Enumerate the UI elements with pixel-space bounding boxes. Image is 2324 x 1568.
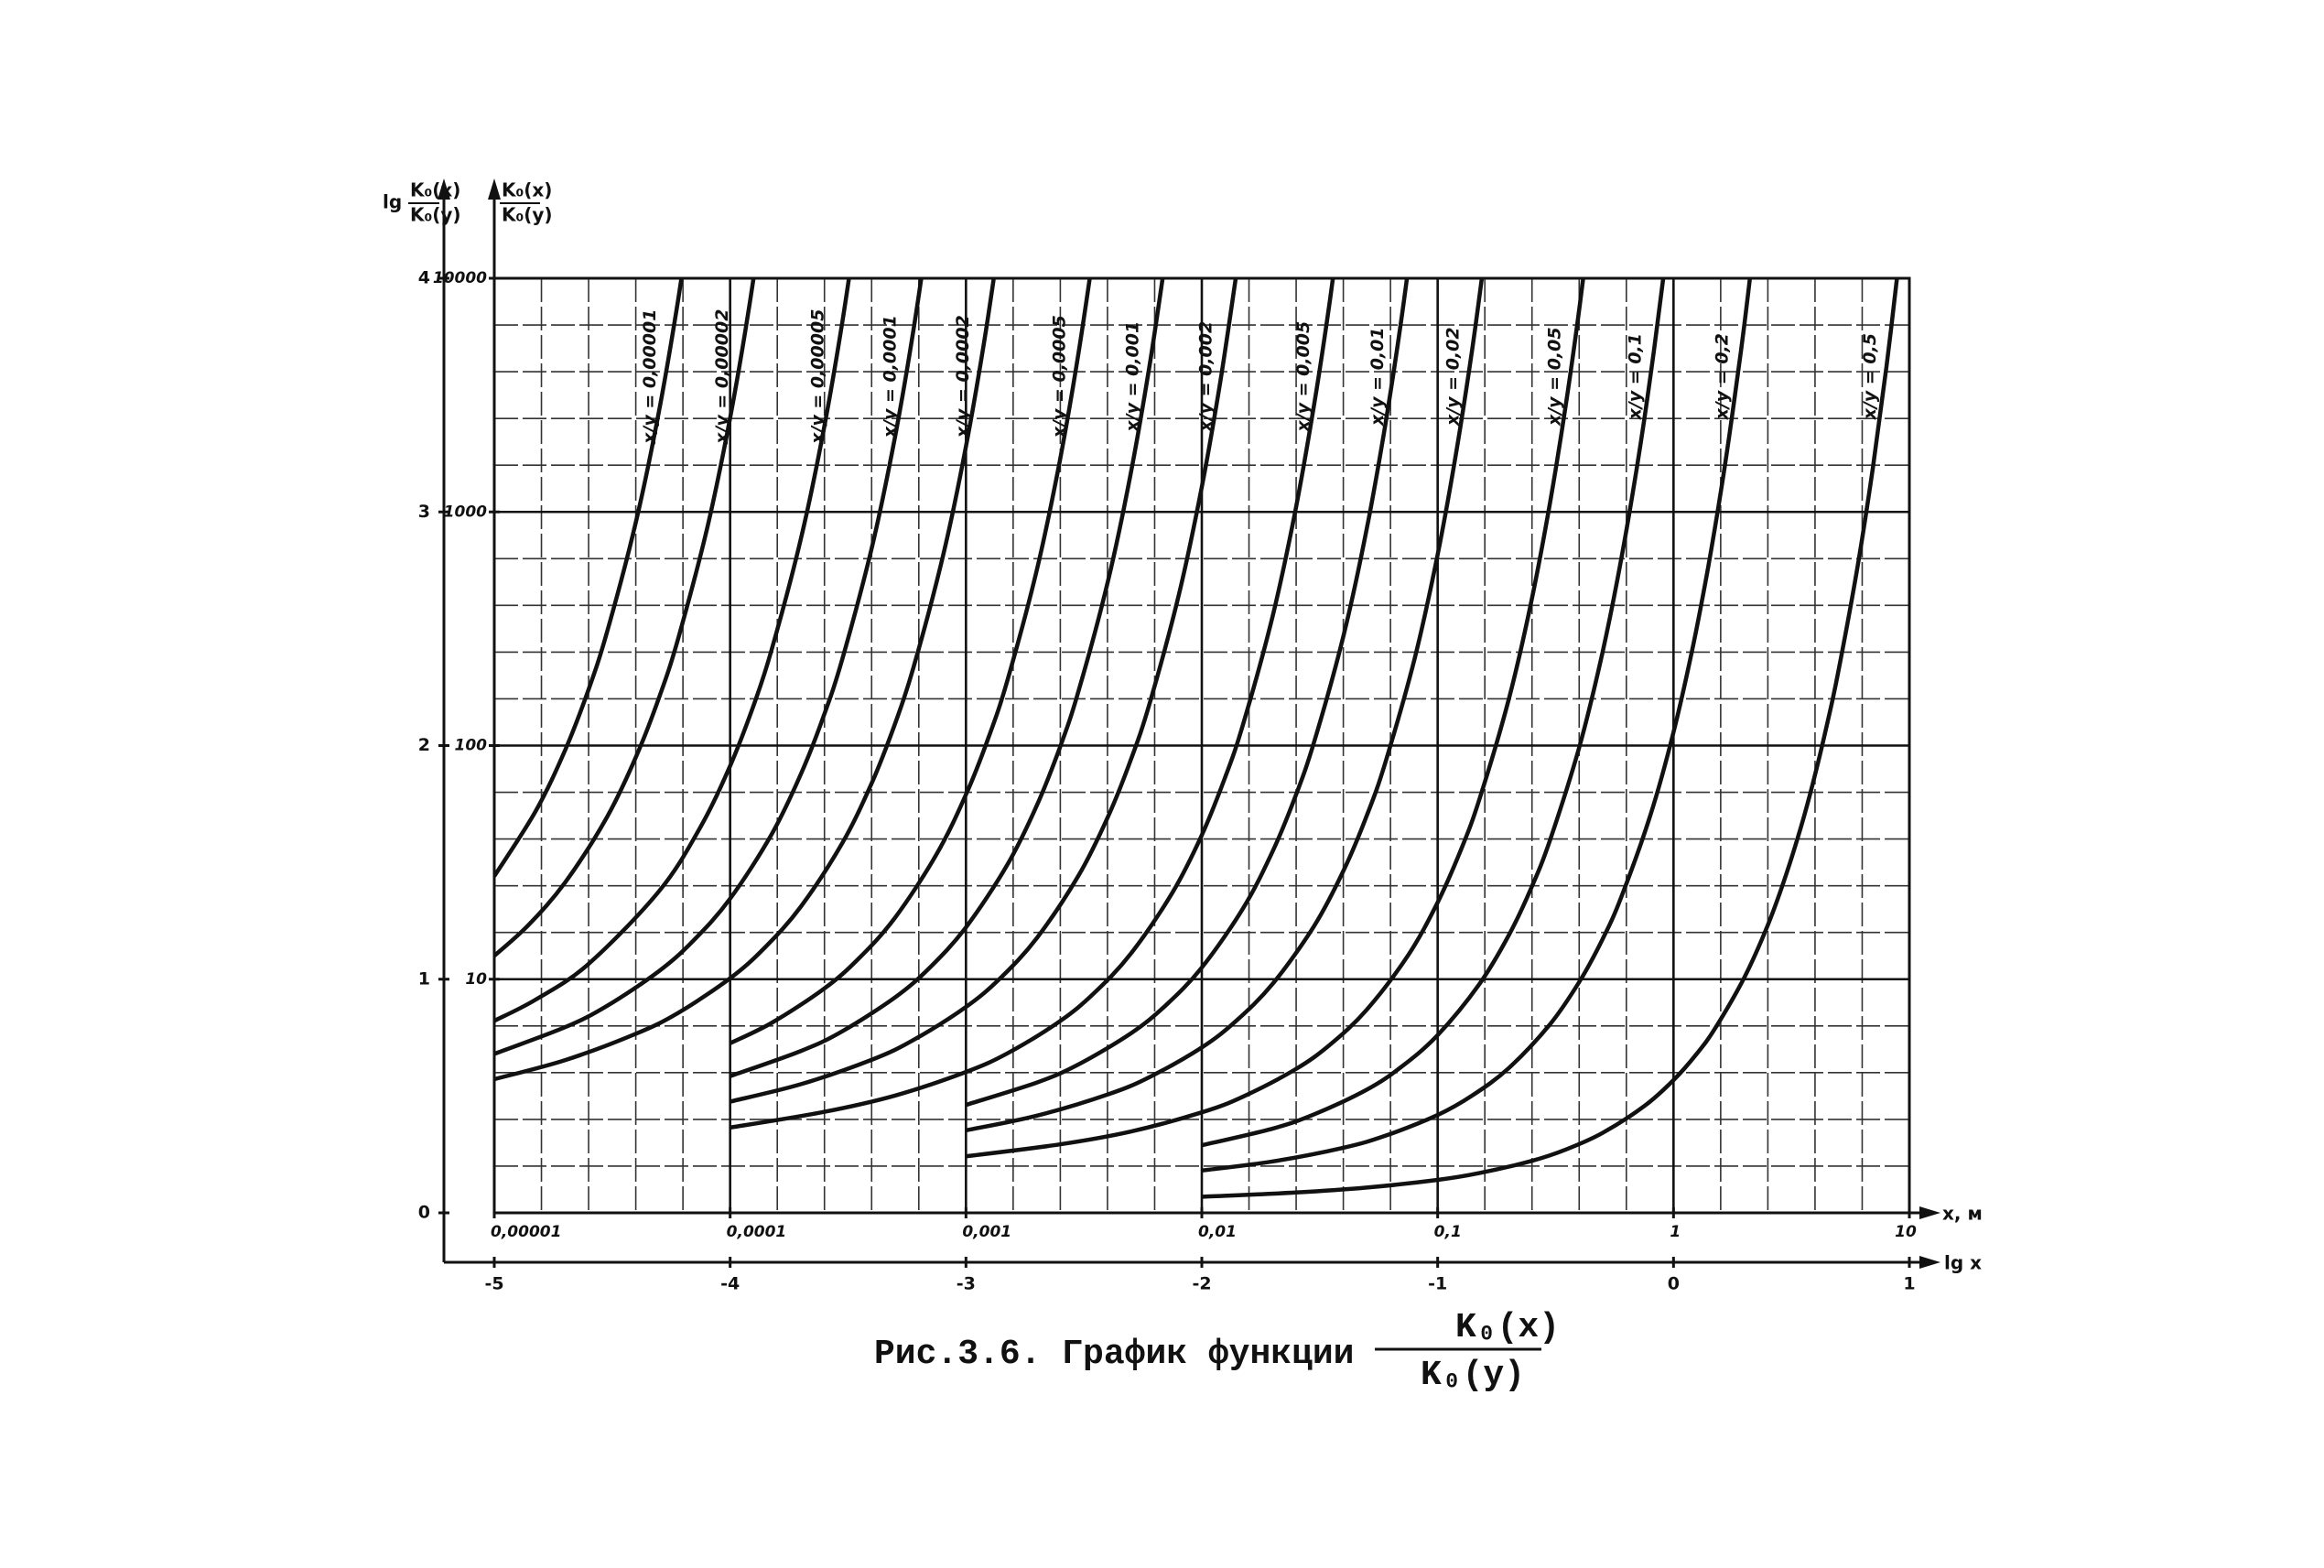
x-secondary-tick-label: 0,01 xyxy=(1198,1223,1237,1241)
curve-label: x/y = 0,02 xyxy=(1443,327,1463,427)
x2-label: lg x xyxy=(1944,1252,1982,1274)
x-tick-label: -4 xyxy=(720,1274,740,1294)
curve-label: x/y = 0,01 xyxy=(1367,327,1388,427)
x-label: x, м xyxy=(1942,1203,1983,1225)
arrow xyxy=(438,178,450,200)
curve xyxy=(494,278,924,1056)
curve xyxy=(1201,278,1899,1199)
curve xyxy=(966,278,1585,1159)
curve-label: x/y = 0,001 xyxy=(1122,321,1142,433)
curve-label: x/y = 0,002 xyxy=(1196,321,1216,433)
y2-label-denominator: K₀(y) xyxy=(502,204,553,226)
arrow xyxy=(1919,1256,1940,1269)
curve xyxy=(1201,278,1753,1173)
grid xyxy=(492,276,1911,1215)
curve-label: x/y = 0,00005 xyxy=(807,309,827,445)
curve-label: x/y = 0,1 xyxy=(1626,333,1646,420)
curve xyxy=(965,278,1410,1108)
curve-label: x/y = 0,00001 xyxy=(640,309,660,445)
y-label-numerator: K₀(x) xyxy=(410,179,460,201)
y-tick-label: 1 xyxy=(418,968,430,989)
y-tick-label: 2 xyxy=(418,735,430,755)
caption: Рис.3.6. График функции xyxy=(874,1335,1355,1374)
curve xyxy=(730,278,1335,1130)
y-secondary-tick-label: 100 xyxy=(455,737,488,755)
y-tick-label: 4 xyxy=(418,268,430,288)
y2-label-numerator: K₀(x) xyxy=(502,179,552,201)
x-tick-label: -5 xyxy=(484,1274,503,1294)
curve xyxy=(494,278,684,878)
x-tick-label: -1 xyxy=(1428,1274,1447,1294)
x-secondary-tick-label: 0,1 xyxy=(1434,1223,1462,1241)
curve-label: x/y = 0,05 xyxy=(1545,327,1565,427)
x-secondary-tick-label: 0,001 xyxy=(962,1223,1011,1241)
curve xyxy=(729,278,1092,1045)
x-tick-label: -2 xyxy=(1192,1274,1211,1294)
y-secondary-tick-label: 10000 xyxy=(433,269,487,287)
curve-label: x/y = 0,0005 xyxy=(1049,315,1069,438)
y-secondary-tick-label: 1000 xyxy=(444,503,487,521)
curve-label: x/y = 0,0002 xyxy=(953,315,973,438)
arrow xyxy=(488,178,501,200)
curve-label: x/y = 0,2 xyxy=(1713,333,1733,420)
curve xyxy=(729,278,1165,1078)
curve xyxy=(965,278,1485,1133)
x-secondary-tick-label: 0,00001 xyxy=(491,1223,561,1241)
curve-label: x/y = 0,5 xyxy=(1860,333,1880,420)
y-label-denominator: K₀(y) xyxy=(410,204,461,226)
y-secondary-tick-label: 10 xyxy=(465,970,487,989)
x-secondary-tick-label: 10 xyxy=(1895,1223,1917,1241)
caption-denominator: K₀(y) xyxy=(1421,1356,1525,1395)
arrow xyxy=(1919,1206,1940,1219)
y-tick-label: 0 xyxy=(418,1203,430,1223)
curve xyxy=(730,278,1238,1104)
curve xyxy=(494,278,997,1082)
x-secondary-tick-label: 1 xyxy=(1670,1223,1681,1241)
curve-label: x/y = 0,005 xyxy=(1293,321,1313,433)
curves xyxy=(494,278,1899,1199)
x-secondary-tick-label: 0,0001 xyxy=(727,1223,787,1241)
curve xyxy=(1201,278,1666,1148)
curve xyxy=(494,278,851,1023)
y-label-prefix: lg xyxy=(383,191,402,213)
curve-label: x/y = 0,00002 xyxy=(712,309,732,445)
caption-numerator: K₀(x) xyxy=(1455,1308,1560,1347)
x-tick-label: 1 xyxy=(1903,1274,1915,1294)
x-tick-label: 0 xyxy=(1668,1274,1680,1294)
curve-label: x/y = 0,0001 xyxy=(881,315,901,438)
y-tick-label: 3 xyxy=(418,502,430,522)
x-tick-label: -3 xyxy=(957,1274,976,1294)
curve xyxy=(494,278,756,957)
